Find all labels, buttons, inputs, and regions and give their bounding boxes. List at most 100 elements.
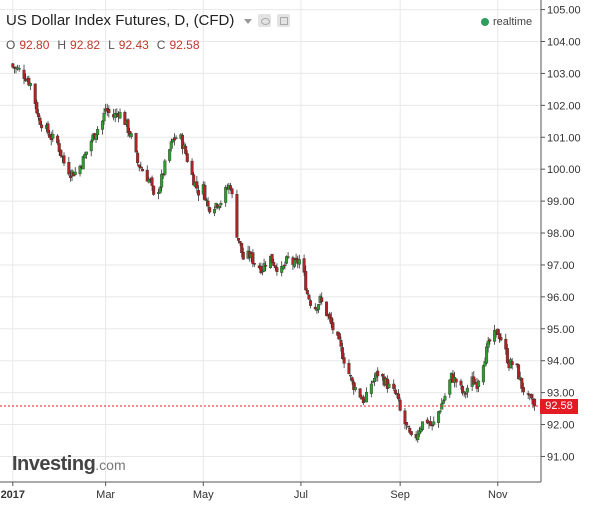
status-dot-icon: [481, 18, 489, 26]
candles: [11, 62, 537, 443]
candle-body: [529, 394, 533, 399]
candle-body: [285, 256, 289, 264]
x-tick-label: May: [193, 489, 214, 501]
candle-body: [73, 171, 77, 176]
candle-body: [365, 391, 369, 403]
candle-body: [443, 395, 447, 401]
candle-body: [238, 241, 242, 244]
candle-body: [126, 119, 130, 134]
candle-body: [184, 146, 188, 154]
candle-body: [387, 383, 391, 388]
candle-body: [520, 378, 524, 389]
candle-body: [208, 207, 212, 213]
investing-logo: Investing .com: [12, 453, 126, 476]
candle-body: [139, 166, 143, 169]
y-tick-label: 97.00: [547, 260, 575, 272]
candle-body: [409, 431, 413, 435]
candle-body: [465, 387, 469, 393]
candle-body: [203, 184, 207, 201]
candle-body: [504, 338, 508, 350]
candle-body: [262, 263, 266, 272]
candle-body: [196, 189, 200, 196]
candle-body: [28, 83, 32, 86]
y-tick-label: 93.00: [547, 388, 575, 400]
ohlc-high-value: 92.82: [70, 38, 101, 52]
candle-body: [259, 265, 263, 274]
candle-body: [252, 263, 256, 265]
y-tick-label: 103.00: [547, 68, 581, 80]
candle-body: [297, 259, 301, 265]
x-tick-label: 2017: [1, 489, 25, 501]
candle-body: [392, 383, 396, 389]
candle-body: [373, 377, 377, 382]
candle-body: [107, 108, 111, 114]
candle-body: [408, 428, 412, 433]
candle-body: [281, 265, 285, 269]
candle-body: [190, 160, 194, 175]
candle-body: [123, 112, 127, 125]
candle-body: [347, 363, 351, 374]
candle-body: [459, 380, 463, 386]
y-tick-label: 91.00: [547, 451, 575, 463]
candle-body: [22, 69, 26, 79]
candle-body: [169, 141, 173, 149]
candle-body: [283, 264, 287, 267]
candle-body: [228, 185, 232, 190]
candle-body: [398, 399, 402, 411]
candle-body: [405, 422, 409, 426]
candle-body: [118, 112, 122, 119]
ohlc-open-key: O: [6, 38, 16, 52]
candle-body: [96, 128, 100, 136]
eye-icon[interactable]: [258, 14, 272, 27]
settings-icon[interactable]: [277, 14, 291, 27]
candle-body: [406, 426, 410, 428]
candle-body: [421, 421, 425, 430]
ohlc-legend: O 92.80 H 92.82 L 92.43 C 92.58: [6, 38, 204, 52]
candle-body: [158, 187, 162, 194]
candle-body: [33, 83, 37, 105]
candle-body: [376, 370, 380, 377]
candle-body: [350, 377, 354, 382]
candle-body: [349, 374, 353, 377]
realtime-label: realtime: [493, 16, 533, 28]
candle-body: [397, 393, 401, 400]
candle-body: [78, 165, 82, 174]
candle-body: [505, 348, 509, 364]
candle-body: [11, 63, 15, 68]
ohlc-close-key: C: [156, 38, 166, 52]
candle-body: [212, 209, 216, 214]
candle-body: [217, 206, 221, 209]
ohlc-close-value: 92.58: [169, 38, 200, 52]
x-tick-label: Nov: [488, 489, 508, 501]
candle-body: [462, 391, 466, 393]
y-tick-label: 100.00: [547, 164, 581, 176]
candle-body: [275, 267, 279, 272]
candle-body: [160, 173, 164, 188]
chevron-down-icon[interactable]: [244, 19, 253, 24]
candle-body: [286, 256, 290, 258]
x-tick-label: Sep: [390, 489, 410, 501]
candle-body: [353, 387, 357, 390]
candle-body: [84, 151, 88, 155]
candle-body: [51, 133, 55, 139]
candle-body: [235, 193, 239, 238]
candle-body: [129, 133, 133, 137]
candle-body: [94, 134, 98, 140]
ohlc-open-value: 92.80: [19, 38, 50, 52]
candle-body: [195, 181, 199, 189]
y-tick-label: 105.00: [547, 5, 581, 17]
grid-lines: [0, 0, 541, 482]
candle-body: [438, 410, 442, 413]
candle-body: [240, 242, 244, 254]
candle-body: [325, 301, 329, 316]
candle-body: [150, 177, 154, 186]
candle-body: [145, 169, 149, 182]
candle-body: [102, 112, 106, 122]
y-tick-label: 94.00: [547, 356, 575, 368]
candle-body: [342, 357, 346, 364]
candle-body: [136, 152, 140, 164]
candle-body: [35, 102, 39, 114]
candle-body: [264, 265, 268, 267]
candle-body: [192, 174, 196, 186]
